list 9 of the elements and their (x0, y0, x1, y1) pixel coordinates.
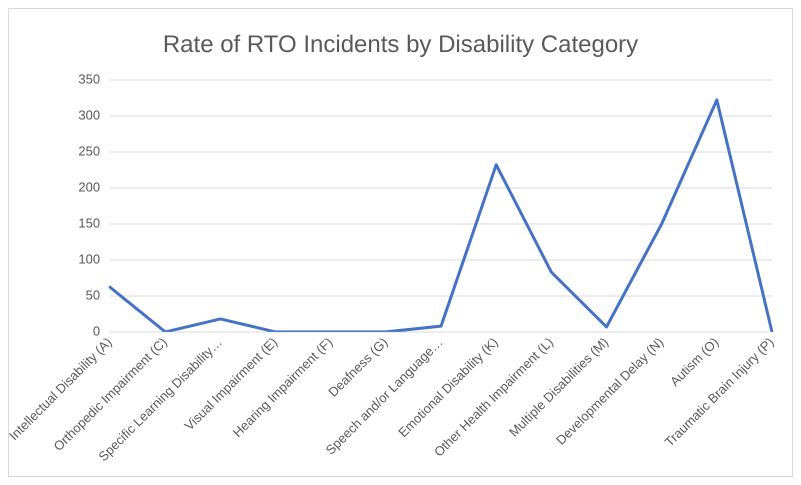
y-tick-label: 50 (86, 287, 100, 302)
y-tick-label: 100 (78, 251, 100, 266)
chart-title: Rate of RTO Incidents by Disability Category (162, 31, 638, 58)
y-tick-label: 250 (78, 143, 100, 158)
y-tick-label: 350 (78, 71, 100, 86)
y-tick-label: 0 (92, 324, 100, 339)
y-tick-label: 150 (78, 215, 100, 230)
y-tick-label: 200 (78, 179, 100, 194)
y-tick-label: 300 (78, 107, 100, 122)
